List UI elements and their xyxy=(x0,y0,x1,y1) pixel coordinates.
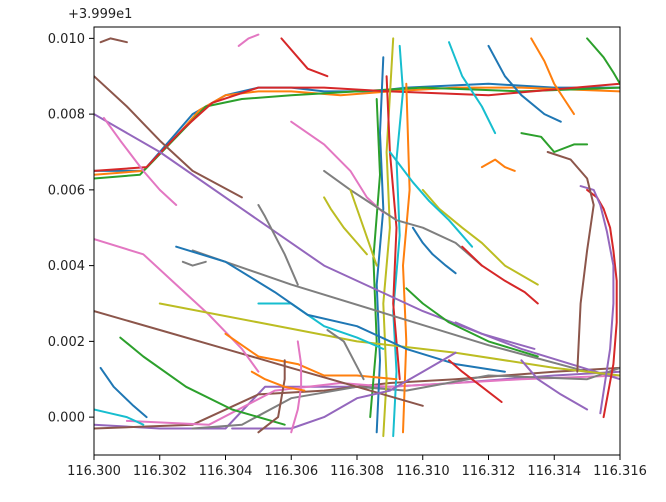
trajectory-line-34 xyxy=(280,37,329,78)
trajectory-line-10 xyxy=(392,44,404,438)
trajectory-line-55 xyxy=(520,359,589,411)
y-tick-label: 0.008 xyxy=(48,108,85,123)
trajectory-line-48 xyxy=(257,204,299,286)
trajectory-line-11 xyxy=(375,56,385,434)
trajectory-line-37 xyxy=(290,340,303,434)
trajectory-line-27 xyxy=(290,120,385,214)
trajectory-line-21 xyxy=(175,245,506,373)
trajectory-line-50 xyxy=(94,408,145,426)
y-tick-label: 0.000 xyxy=(48,411,85,426)
x-tick-label: 116.312 xyxy=(462,464,516,479)
trajectory-line-35 xyxy=(231,351,457,430)
y-tick-label: 0.002 xyxy=(48,335,85,350)
trajectory-line-51 xyxy=(99,366,148,419)
x-tick-label: 116.300 xyxy=(67,464,121,479)
trajectory-line-47 xyxy=(102,116,178,206)
trajectory-line-41 xyxy=(411,226,457,275)
trajectory-line-44 xyxy=(461,245,539,305)
trajectory-line-46 xyxy=(94,75,243,199)
trajectory-line-42 xyxy=(480,158,516,172)
y-axis-offset-text: +3.999e1 xyxy=(68,7,132,22)
y-tick-label: 0.010 xyxy=(48,32,85,47)
x-tick-label: 116.308 xyxy=(330,464,384,479)
trajectory-line-7 xyxy=(125,374,620,426)
trajectory-line-28 xyxy=(323,169,483,267)
trajectory-line-5 xyxy=(94,370,620,430)
x-tick-label: 116.302 xyxy=(133,464,187,479)
x-tick-label: 116.306 xyxy=(264,464,318,479)
trajectory-line-26 xyxy=(546,151,595,373)
trajectory-line-4 xyxy=(94,82,620,172)
x-axis: 116.300 116.302 116.304 116.306 116.308 116.3… xyxy=(67,455,647,479)
x-tick-label: 116.316 xyxy=(593,464,647,479)
trajectory-line-12 xyxy=(402,82,411,434)
y-axis: 0.000 0.002 0.004 0.006 0.008 0.010 xyxy=(48,32,94,426)
y-tick-label: 0.004 xyxy=(48,259,85,274)
trajectory-line-32 xyxy=(530,37,575,116)
trajectory-line-31 xyxy=(487,44,562,123)
trajectory-line-29 xyxy=(421,188,539,286)
trajectory-line-17 xyxy=(94,238,260,373)
trajectory-line-8 xyxy=(191,366,620,430)
trajectory-line-30 xyxy=(448,41,497,135)
trajectory-line-15 xyxy=(94,113,620,381)
x-tick-label: 116.314 xyxy=(527,464,581,479)
trajectory-line-49 xyxy=(323,196,368,256)
trajectory-line-52 xyxy=(250,370,306,392)
trajectory-line-54 xyxy=(448,359,503,403)
trajectory-line-43 xyxy=(520,132,589,153)
trajectory-line-45 xyxy=(454,321,536,350)
series-layer xyxy=(94,33,620,438)
x-tick-label: 116.310 xyxy=(396,464,450,479)
trajectory-line-40 xyxy=(388,151,474,248)
trajectory-line-58 xyxy=(181,260,207,267)
trajectory-line-25 xyxy=(579,185,615,415)
trajectory-line-22 xyxy=(224,332,398,381)
trajectory-line-23 xyxy=(119,336,286,426)
trajectory-line-39 xyxy=(349,188,378,267)
trajectory-line-18 xyxy=(191,249,589,373)
trajectory-line-36 xyxy=(257,359,286,434)
x-tick-label: 116.304 xyxy=(199,464,253,479)
trajectory-line-3 xyxy=(94,86,620,180)
trajectory-line-33 xyxy=(586,37,620,85)
trajectory-line-20 xyxy=(257,302,385,350)
trajectory-line-38 xyxy=(326,329,365,381)
trajectory-line-57 xyxy=(237,33,260,47)
trajectory-line-53 xyxy=(405,287,539,358)
trajectory-line-1 xyxy=(94,82,620,172)
y-tick-label: 0.006 xyxy=(48,183,85,198)
trajectory-line-14 xyxy=(385,75,401,381)
trajectory-line-56 xyxy=(99,37,128,44)
trajectory-line-16 xyxy=(94,310,424,407)
trajectory-line-19 xyxy=(158,302,620,377)
